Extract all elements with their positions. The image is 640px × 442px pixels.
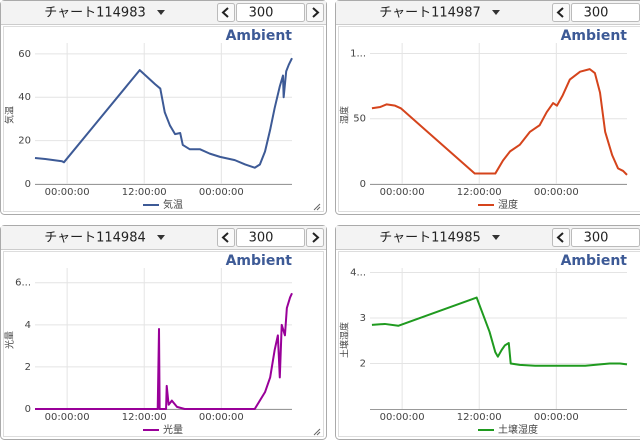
y-tick-label: 0 (25, 404, 31, 415)
count-value: 300 (249, 6, 274, 21)
chart-title: Ambient (561, 28, 628, 44)
y-tick-label: 2 (25, 362, 31, 373)
dropdown-caret[interactable] (492, 10, 500, 15)
prev-button[interactable] (217, 3, 235, 22)
dropdown-caret[interactable] (157, 235, 165, 240)
chart-selector[interactable]: チャート114984 (44, 231, 146, 246)
prev-icon (556, 232, 564, 243)
chart-title: Ambient (561, 253, 628, 269)
x-tick-label: 00:00:00 (534, 412, 579, 423)
chart-area (3, 26, 324, 212)
prev-button[interactable] (552, 228, 570, 247)
y-axis-label: 湿度 (339, 106, 351, 124)
data-line (371, 296, 628, 367)
y-tick-label: 60 (18, 49, 31, 60)
x-tick-label: 00:00:00 (380, 412, 425, 423)
next-icon (312, 7, 320, 18)
x-tick-label: 12:00:00 (122, 187, 167, 198)
y-axis-label: 気温 (4, 106, 16, 124)
count-value: 300 (584, 231, 609, 246)
prev-icon (556, 7, 564, 18)
x-tick-label: 12:00:00 (457, 412, 502, 423)
panel: チャート114985 300 Ambient 土壌湿度 2 3 4... 00:00:00 12… (335, 225, 640, 440)
y-tick-label: 0 (25, 179, 31, 190)
resize-handle (313, 203, 321, 211)
y-axis-label: 土壌湿度 (339, 322, 351, 358)
prev-button[interactable] (552, 3, 570, 22)
y-axis-label: 光量 (4, 331, 16, 349)
y-tick-label: 3 (360, 313, 366, 324)
chart-selector[interactable]: チャート114987 (379, 6, 481, 21)
prev-button[interactable] (217, 228, 235, 247)
legend-label: 湿度 (498, 198, 518, 211)
count-input[interactable] (236, 3, 305, 22)
chart-area (338, 251, 640, 437)
y-tick-label: 0 (360, 179, 366, 190)
data-line (34, 57, 293, 169)
next-button[interactable] (306, 3, 324, 22)
count-value: 300 (584, 6, 609, 21)
prev-icon (221, 232, 229, 243)
dropdown-caret[interactable] (492, 235, 500, 240)
y-tick-label: 6... (15, 278, 31, 289)
panel: チャート114983 300 Ambient 気温 0 20 40 60 00:00:00 12:… (0, 0, 327, 215)
data-line (371, 68, 628, 176)
resize-handle (313, 428, 321, 436)
legend-label: 土壌湿度 (498, 423, 538, 436)
legend-label: 光量 (163, 423, 183, 436)
chart-selector[interactable]: チャート114983 (44, 6, 146, 21)
x-tick-label: 12:00:00 (122, 412, 167, 423)
x-tick-label: 00:00:00 (199, 187, 244, 198)
chart-title: Ambient (226, 28, 293, 44)
x-tick-label: 00:00:00 (45, 187, 90, 198)
x-tick-label: 00:00:00 (534, 187, 579, 198)
x-tick-label: 12:00:00 (457, 187, 502, 198)
count-value: 300 (249, 231, 274, 246)
panel: チャート114987 300 Ambient 湿度 0 50 1... 00:00:00 12:… (335, 0, 640, 215)
y-tick-label: 2 (360, 359, 366, 370)
panel: チャート114984 300 Ambient 光量 0 2 4 6... 00:00:00 12:… (0, 225, 327, 440)
prev-icon (221, 7, 229, 18)
legend-label: 気温 (163, 198, 183, 211)
dropdown-caret[interactable] (157, 10, 165, 15)
y-tick-label: 1... (350, 48, 366, 59)
data-line (35, 292, 293, 410)
x-tick-label: 00:00:00 (45, 412, 90, 423)
x-tick-label: 00:00:00 (380, 187, 425, 198)
y-tick-label: 4... (350, 268, 366, 279)
next-icon (312, 232, 320, 243)
x-tick-label: 00:00:00 (199, 412, 244, 423)
y-tick-label: 40 (18, 92, 31, 103)
next-button[interactable] (306, 228, 324, 247)
count-input[interactable] (236, 228, 305, 247)
y-tick-label: 20 (18, 136, 31, 147)
y-tick-label: 50 (353, 114, 366, 125)
chart-selector[interactable]: チャート114985 (379, 231, 481, 246)
chart-title: Ambient (226, 253, 293, 269)
y-tick-label: 4 (25, 320, 31, 331)
